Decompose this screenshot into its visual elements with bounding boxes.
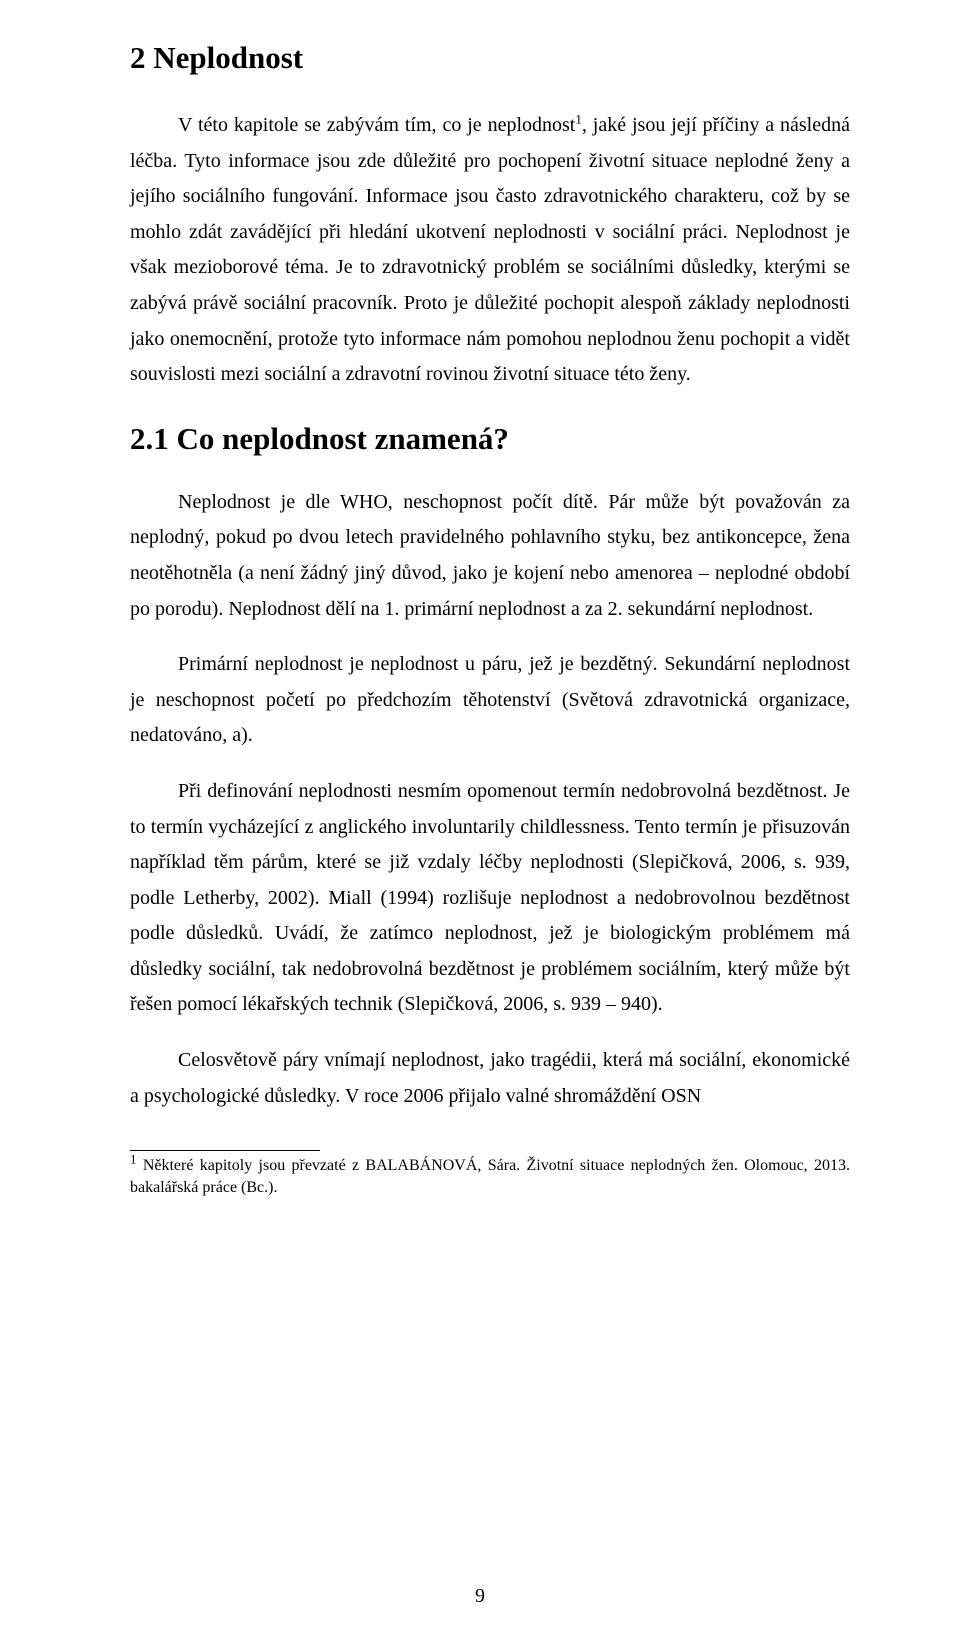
chapter-heading: 2 Neplodnost	[130, 40, 850, 76]
footnote-1: 1 Některé kapitoly jsou převzaté z BALAB…	[130, 1155, 850, 1198]
footnote-separator	[130, 1150, 320, 1151]
page-number: 9	[0, 1585, 960, 1608]
para1-text-b: , jaké jsou její příčiny a následná léčb…	[130, 114, 850, 385]
document-page: 2 Neplodnost V této kapitole se zabývám …	[0, 0, 960, 1628]
paragraph-intro: V této kapitole se zabývám tím, co je ne…	[130, 108, 850, 393]
paragraph-2: Neplodnost je dle WHO, neschopnost počít…	[130, 485, 850, 627]
para1-text-a: V této kapitole se zabývám tím, co je ne…	[178, 114, 575, 136]
section-heading: 2.1 Co neplodnost znamená?	[130, 421, 850, 457]
paragraph-4: Při definování neplodnosti nesmím opomen…	[130, 774, 850, 1023]
footnote-text-1: Některé kapitoly jsou převzaté z BALABÁN…	[130, 1157, 850, 1196]
paragraph-3: Primární neplodnost je neplodnost u páru…	[130, 647, 850, 754]
paragraph-5: Celosvětově páry vnímají neplodnost, jak…	[130, 1043, 850, 1114]
